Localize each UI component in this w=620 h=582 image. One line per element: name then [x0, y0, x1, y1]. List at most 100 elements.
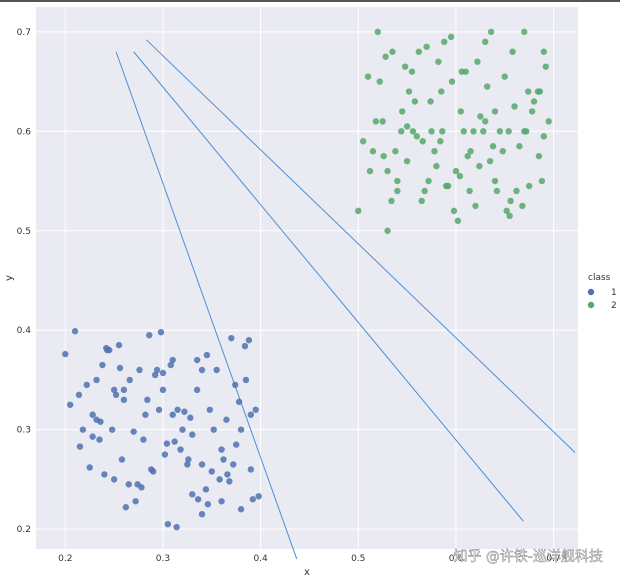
data-point-class-2 — [382, 53, 389, 60]
data-point-class-2 — [524, 88, 532, 95]
data-point-class-2 — [519, 202, 526, 210]
data-point-class-2 — [474, 58, 481, 65]
y-tick-label: 0.7 — [17, 28, 31, 38]
y-tick-label: 0.4 — [17, 326, 32, 336]
data-point-class-1 — [146, 331, 153, 339]
data-point-class-1 — [75, 391, 83, 399]
y-tick-labels: 0.2 0.3 0.4 0.5 0.6 0.7 — [17, 28, 32, 535]
x-tick-labels: 0.2 0.3 0.4 0.5 0.6 0.7 — [58, 554, 561, 564]
data-point-class-1 — [116, 364, 124, 372]
data-point-class-1 — [193, 356, 201, 364]
data-point-class-2 — [487, 28, 495, 36]
data-point-class-1 — [187, 414, 194, 421]
data-point-class-2 — [525, 182, 533, 190]
data-point-class-1 — [93, 416, 100, 423]
data-point-class-1 — [237, 426, 245, 433]
data-point-class-2 — [374, 28, 382, 36]
data-point-class-2 — [372, 118, 380, 125]
data-point-class-1 — [232, 381, 239, 389]
data-point-class-1 — [169, 411, 176, 418]
data-point-class-2 — [423, 43, 430, 50]
data-point-class-2 — [493, 187, 501, 195]
data-point-class-1 — [125, 481, 132, 488]
data-point-class-2 — [491, 108, 499, 115]
data-point-class-1 — [247, 411, 255, 418]
top-border-line — [0, 0, 620, 2]
data-point-class-1 — [110, 386, 118, 394]
data-point-class-2 — [366, 167, 374, 175]
data-point-class-2 — [355, 207, 362, 215]
data-point-class-2 — [384, 167, 391, 175]
data-point-class-2 — [509, 48, 516, 55]
data-point-class-2 — [496, 128, 504, 135]
data-point-class-2 — [454, 217, 462, 225]
data-point-class-2 — [456, 172, 464, 180]
data-point-class-2 — [491, 177, 499, 185]
decision-line-3 — [146, 39, 576, 453]
data-point-class-1 — [228, 334, 235, 342]
data-point-class-1 — [144, 396, 151, 404]
data-point-class-1 — [153, 366, 161, 374]
data-point-class-1 — [255, 493, 262, 500]
data-point-class-1 — [241, 342, 249, 350]
data-point-class-2 — [470, 128, 477, 135]
data-point-class-1 — [247, 466, 255, 473]
data-point-class-1 — [130, 428, 137, 435]
data-point-class-2 — [405, 88, 413, 95]
data-point-class-1 — [110, 476, 118, 483]
data-point-class-1 — [237, 506, 245, 513]
x-axis-label: x — [304, 567, 310, 578]
data-point-class-2 — [482, 118, 489, 125]
data-point-class-1 — [167, 361, 174, 369]
data-point-class-2 — [486, 157, 494, 165]
data-point-class-2 — [457, 108, 465, 115]
data-point-class-1 — [83, 381, 90, 389]
data-point-class-1 — [164, 520, 172, 528]
data-point-class-1 — [171, 438, 178, 445]
data-point-class-1 — [126, 376, 133, 384]
data-point-class-1 — [208, 468, 215, 475]
data-point-class-1 — [132, 498, 139, 505]
data-point-class-1 — [99, 361, 106, 369]
data-point-class-1 — [206, 406, 214, 413]
data-point-class-2 — [388, 197, 395, 205]
data-point-class-2 — [401, 63, 409, 70]
watermark-text: 知乎 @许铁-巡洋舰科技 — [453, 548, 603, 565]
data-point-class-2 — [499, 148, 507, 155]
data-point-class-2 — [418, 197, 425, 205]
data-point-class-1 — [218, 498, 225, 505]
data-point-class-1 — [136, 366, 143, 374]
data-point-class-2 — [419, 138, 426, 145]
data-point-class-1 — [213, 366, 220, 374]
data-point-class-2 — [506, 212, 513, 220]
data-point-class-2 — [369, 148, 377, 155]
data-point-class-1 — [159, 386, 167, 394]
data-point-class-1 — [138, 484, 145, 491]
data-point-class-2 — [466, 187, 473, 195]
data-point-class-2 — [530, 98, 538, 105]
data-point-class-1 — [103, 344, 110, 352]
data-point-class-1 — [66, 401, 74, 408]
data-point-class-2 — [399, 108, 406, 115]
data-point-class-1 — [226, 478, 233, 485]
legend-label-2: 2 — [611, 301, 617, 311]
data-point-class-2 — [398, 128, 405, 135]
legend-title: class — [588, 273, 611, 283]
data-point-class-2 — [421, 187, 428, 195]
legend-label-1: 1 — [611, 288, 617, 298]
data-point-class-2 — [413, 133, 421, 140]
data-point-class-2 — [482, 38, 489, 46]
data-point-class-1 — [252, 406, 259, 413]
data-point-class-2 — [452, 167, 460, 175]
data-point-class-2 — [542, 63, 549, 70]
data-point-class-2 — [483, 83, 491, 90]
data-point-class-1 — [115, 341, 123, 349]
x-tick-label: 0.5 — [351, 554, 365, 564]
data-point-class-2 — [538, 177, 546, 185]
data-point-class-1 — [155, 406, 163, 413]
data-point-class-2 — [364, 73, 372, 80]
decision-lines — [115, 39, 576, 560]
plot-background — [36, 7, 578, 549]
data-point-class-1 — [220, 456, 227, 463]
